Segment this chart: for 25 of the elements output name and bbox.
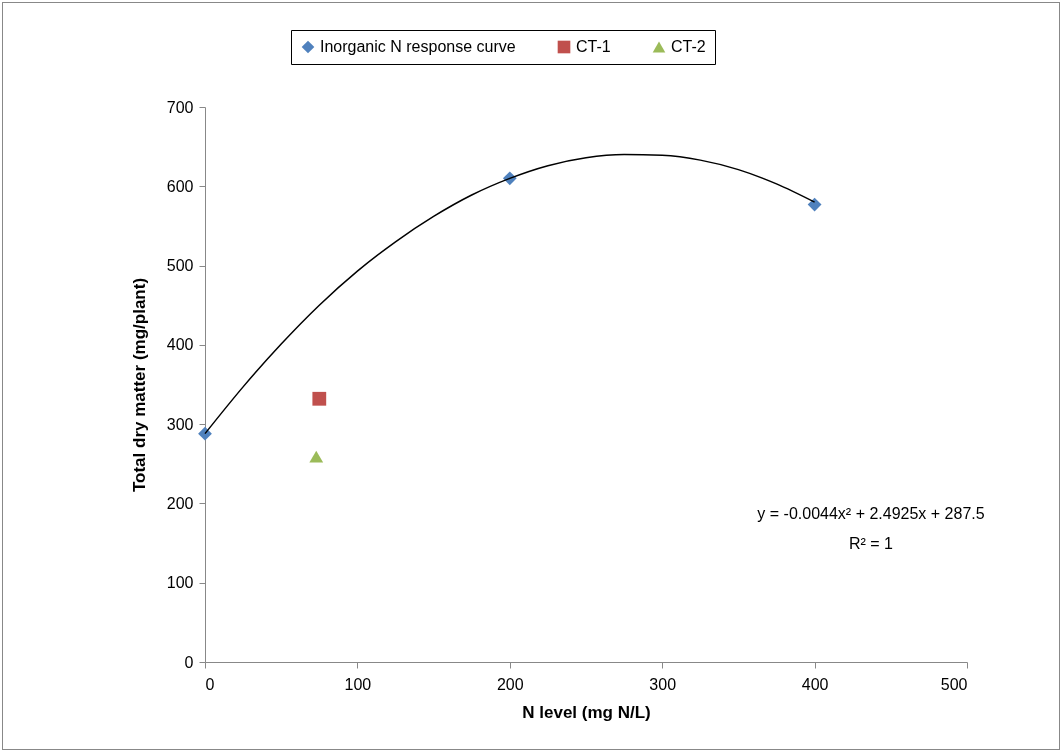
y-tick-label: 300 [166, 415, 194, 433]
legend-label: CT-1 [576, 38, 611, 55]
y-tick-label: 0 [184, 653, 194, 671]
x-tick-label: 200 [496, 675, 524, 693]
y-axis-title: Total dry matter (mg/plant) [129, 277, 149, 493]
point [309, 450, 324, 463]
x-tick-label: 500 [940, 675, 968, 693]
legend-label: Inorganic N response curve [320, 38, 516, 55]
x-tick-label: 0 [205, 675, 215, 693]
x-tick-label: 400 [801, 675, 829, 693]
x-axis-title: N level (mg N/L) [522, 702, 651, 722]
y-tick-label: 700 [166, 98, 194, 116]
x-tick-label: 300 [649, 675, 677, 693]
y-tick-label: 500 [166, 257, 194, 275]
legend-label: CT-2 [671, 38, 706, 55]
point [807, 197, 822, 212]
point [198, 426, 212, 441]
point [312, 391, 327, 406]
y-tick-label: 600 [166, 177, 194, 195]
x-tick-label: 100 [344, 675, 372, 693]
annotation: y = -0.0044x² + 2.4925x + 287.5 [757, 505, 985, 522]
y-tick-label: 200 [166, 494, 194, 512]
y-tick-label: 400 [166, 336, 194, 354]
y-tick-label: 100 [166, 574, 194, 592]
annotation: R² = 1 [848, 535, 894, 552]
